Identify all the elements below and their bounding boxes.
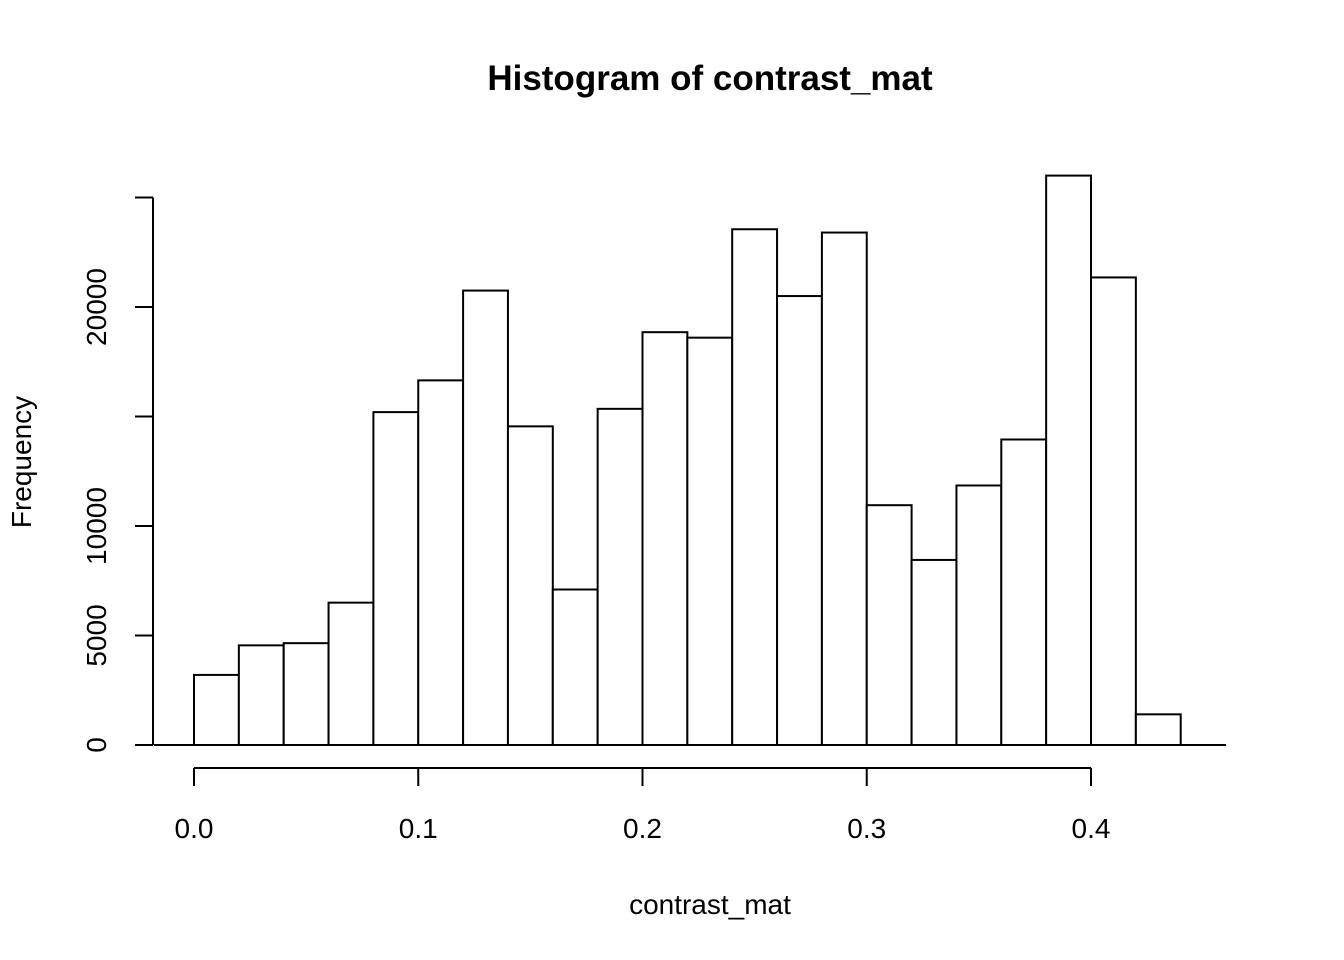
x-tick-label: 0.2 [623,813,662,844]
histogram-bar [910,558,958,746]
histogram-bar [193,673,240,746]
histogram-bar [865,504,913,746]
x-axis: 0.0 0.1 0.2 0.3 0.4 [175,767,1111,844]
x-tick-label: 0.3 [847,813,886,844]
histogram-bar [1090,276,1137,746]
histogram-bar [282,642,330,746]
histogram-bar [462,289,509,746]
histogram-bar [686,336,734,746]
chart-title: Histogram of contrast_mat [487,59,933,98]
bars-group [193,174,1182,747]
histogram-bar [551,588,599,747]
histogram-bar [1000,438,1048,746]
x-axis-label: contrast_mat [629,889,791,920]
y-tick-label: 20000 [81,268,112,346]
histogram-bar [1134,713,1182,747]
histogram-bar [596,407,644,746]
histogram-bar [327,601,375,747]
x-tick-label: 0.4 [1072,813,1111,844]
histogram-bar [417,379,465,746]
histogram-bar [776,295,823,746]
histogram-bar [237,644,285,746]
y-axis: 0 5000 10000 20000 [81,196,154,753]
y-tick-label: 10000 [81,487,112,565]
x-tick-label: 0.1 [399,813,438,844]
histogram-bar [372,411,420,746]
y-tick-label: 0 [81,737,112,753]
histogram-bar [506,425,554,746]
y-axis-label: Frequency [6,396,37,528]
y-tick-label: 5000 [81,604,112,666]
histogram-bar [820,231,868,747]
histogram-bar [955,484,1003,746]
histogram-bar [1045,174,1093,747]
histogram-bar [731,228,779,746]
x-tick-label: 0.0 [175,813,214,844]
histogram-bar [641,331,689,746]
